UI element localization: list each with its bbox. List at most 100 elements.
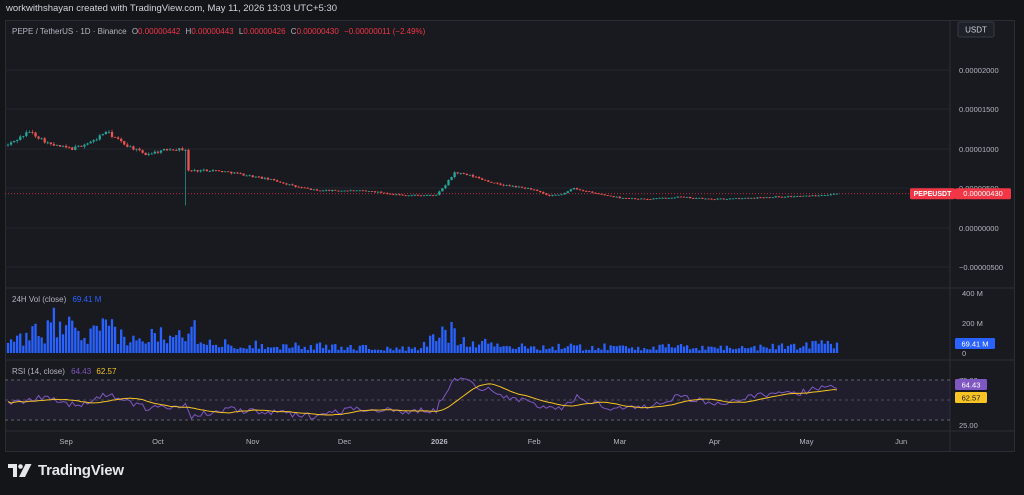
candle[interactable] [190, 170, 193, 172]
rsi-axis[interactable]: 75.00 25.00 64.43 62.57 [955, 376, 987, 430]
candle[interactable] [37, 136, 40, 139]
candle[interactable] [704, 198, 707, 200]
candle[interactable] [364, 190, 368, 192]
candle[interactable] [392, 194, 395, 196]
candle[interactable] [581, 190, 585, 192]
candle[interactable] [156, 151, 160, 153]
candle[interactable] [450, 177, 453, 181]
candle[interactable] [695, 198, 698, 199]
candle[interactable] [719, 198, 722, 200]
candle[interactable] [386, 193, 389, 194]
candle[interactable] [826, 194, 829, 196]
candle[interactable] [352, 190, 355, 192]
candle[interactable] [416, 194, 420, 196]
candle[interactable] [254, 176, 257, 178]
candle[interactable] [129, 146, 132, 148]
candle[interactable] [40, 138, 43, 140]
candle[interactable] [116, 137, 120, 139]
candle[interactable] [77, 145, 80, 147]
candle[interactable] [811, 195, 814, 197]
candle[interactable] [438, 191, 441, 195]
candle[interactable] [780, 196, 784, 198]
candle[interactable] [334, 189, 337, 191]
candle[interactable] [471, 174, 475, 177]
candle[interactable] [432, 195, 435, 196]
candle[interactable] [523, 187, 527, 189]
currency-badge-label[interactable]: USDT [965, 26, 987, 35]
candle[interactable] [239, 173, 242, 175]
candle[interactable] [355, 190, 358, 192]
price-axis[interactable]: 0.00002000 0.00001500 0.00001000 0.00000… [959, 66, 1003, 272]
candle[interactable] [288, 184, 291, 186]
candle[interactable] [658, 197, 661, 199]
candle[interactable] [786, 196, 790, 198]
candle[interactable] [793, 196, 796, 198]
candle[interactable] [520, 186, 524, 188]
candle[interactable] [444, 185, 447, 189]
volume-series[interactable] [6, 307, 839, 353]
candle[interactable] [627, 198, 631, 199]
candle[interactable] [58, 144, 62, 147]
candle[interactable] [511, 185, 514, 187]
candle[interactable] [557, 194, 560, 196]
footer-brand[interactable]: TradingView [8, 462, 124, 479]
candle[interactable] [349, 190, 352, 192]
candle[interactable] [529, 188, 533, 190]
candle[interactable] [9, 142, 13, 145]
candle[interactable] [799, 196, 802, 197]
candle[interactable] [692, 198, 695, 199]
candle[interactable] [505, 185, 508, 186]
candle[interactable] [68, 147, 71, 149]
candle[interactable] [312, 189, 316, 191]
candle[interactable] [615, 196, 618, 198]
candle[interactable] [789, 196, 793, 198]
candle[interactable] [741, 198, 744, 200]
symbol-label[interactable]: PEPE / TetherUS · 1D · Binance [12, 27, 127, 36]
candle[interactable] [447, 180, 450, 186]
candle[interactable] [211, 170, 215, 172]
candle[interactable] [637, 198, 640, 200]
candle[interactable] [514, 185, 517, 188]
rsi-line[interactable] [7, 377, 838, 420]
candle[interactable] [248, 175, 251, 177]
candle[interactable] [150, 153, 153, 155]
candle[interactable] [52, 143, 56, 146]
candle[interactable] [367, 191, 371, 192]
candle[interactable] [242, 173, 245, 176]
candle[interactable] [517, 186, 521, 188]
candle[interactable] [609, 195, 612, 197]
candle[interactable] [89, 141, 92, 144]
candle[interactable] [667, 198, 670, 199]
candle[interactable] [435, 194, 438, 196]
candle[interactable] [618, 196, 621, 199]
candle[interactable] [640, 198, 643, 200]
currency-badge[interactable]: USDT [957, 21, 995, 38]
candle[interactable] [25, 132, 28, 137]
candle[interactable] [337, 190, 340, 192]
candle[interactable] [533, 189, 536, 191]
candle[interactable] [324, 190, 328, 192]
candle[interactable] [126, 144, 129, 147]
candle[interactable] [71, 147, 74, 150]
candle[interactable] [55, 144, 59, 146]
candle[interactable] [282, 182, 285, 184]
candle[interactable] [539, 190, 542, 193]
candle[interactable] [153, 151, 156, 154]
candle[interactable] [395, 194, 398, 196]
candle[interactable] [429, 195, 432, 196]
candle[interactable] [481, 178, 484, 180]
candle[interactable] [46, 142, 49, 144]
candle[interactable] [805, 195, 808, 197]
candle[interactable] [597, 193, 600, 195]
candle[interactable] [413, 194, 416, 196]
candle[interactable] [633, 198, 637, 200]
candle[interactable] [104, 132, 108, 135]
candle[interactable] [132, 146, 135, 150]
candlestick-series[interactable] [6, 129, 839, 206]
candle[interactable] [401, 194, 404, 196]
candle[interactable] [159, 150, 163, 153]
candle[interactable] [575, 188, 579, 190]
candle[interactable] [453, 172, 456, 178]
candle[interactable] [734, 198, 738, 200]
candle[interactable] [710, 198, 713, 200]
